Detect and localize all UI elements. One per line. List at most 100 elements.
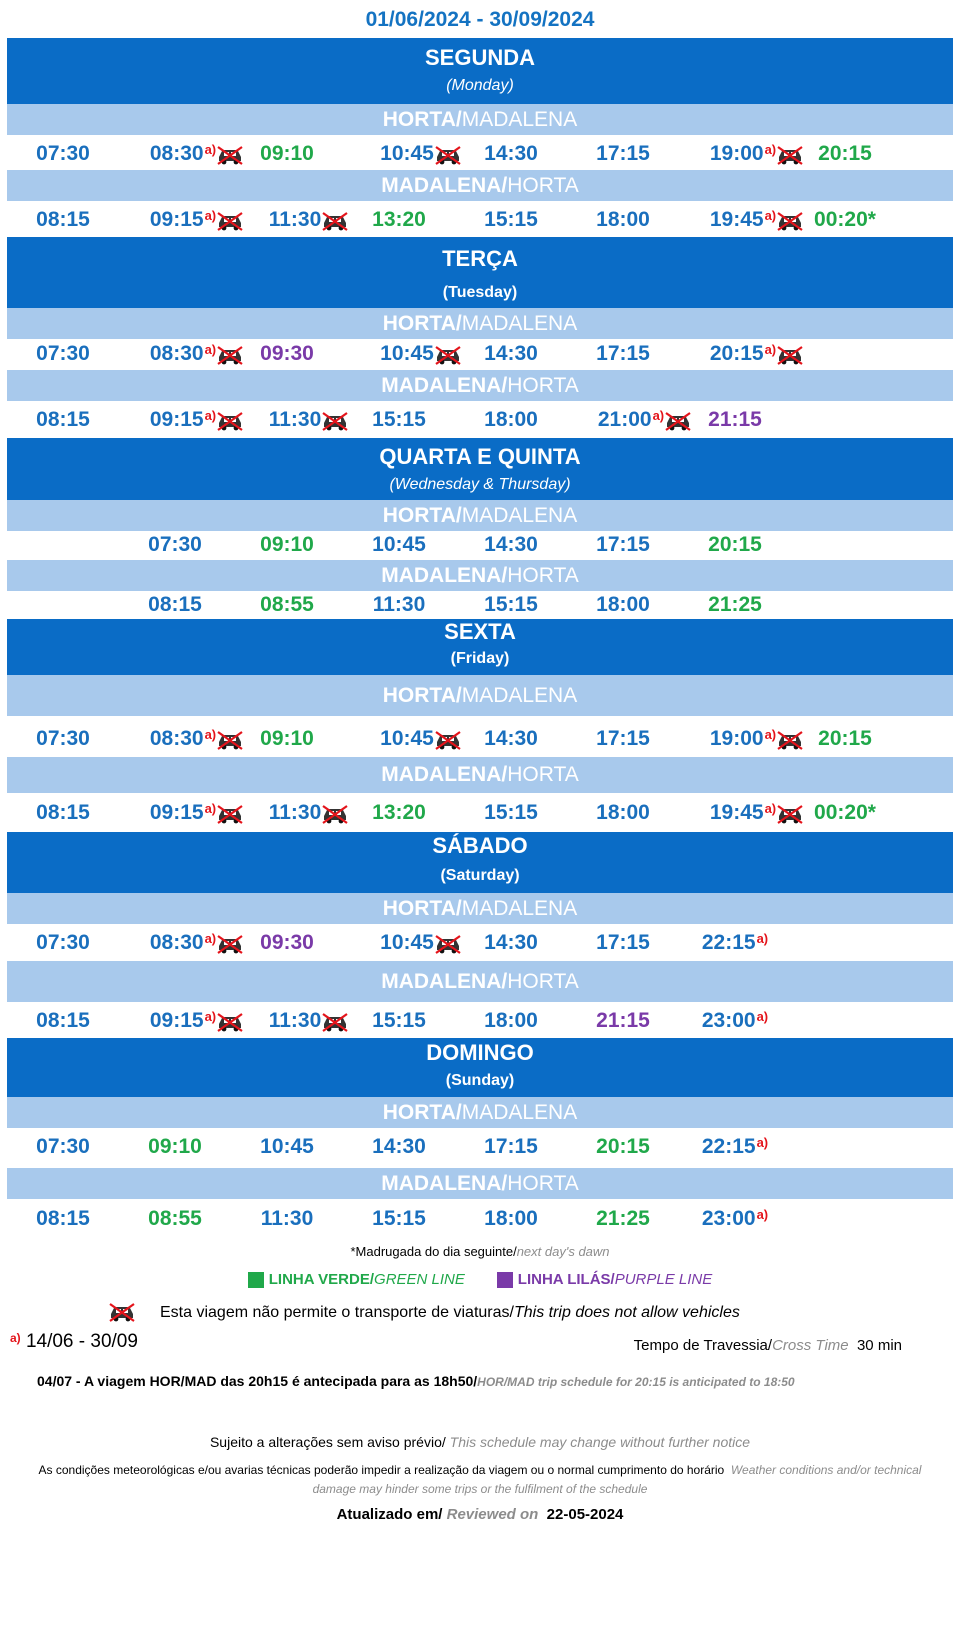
time-text: 09:30 xyxy=(260,342,314,365)
time-text: 13:20 xyxy=(372,208,426,231)
day-header: SEXTA (Friday) xyxy=(7,619,953,675)
route-from: MADALENA/ xyxy=(381,763,508,786)
time-text: 10:45 xyxy=(380,727,434,750)
legend-green: LINHA VERDE/GREEN LINE xyxy=(247,1271,465,1288)
departure-time: 09:30 xyxy=(228,926,346,960)
departure-time: 00:20* xyxy=(786,796,904,830)
departure-time: 13:20 xyxy=(340,796,458,830)
time-text: 17:15 xyxy=(596,342,650,365)
subject-en: This schedule may change without further… xyxy=(445,1434,751,1450)
departure-time: 09:10 xyxy=(116,1130,234,1164)
departure-time: 18:00 xyxy=(452,403,570,437)
time-text: 08:15 xyxy=(36,1009,90,1032)
time-text: 09:10 xyxy=(148,1135,202,1158)
departure-time: 09:15a) xyxy=(138,1004,256,1038)
day-name: SEGUNDA xyxy=(424,45,535,70)
departure-time: 07:30 xyxy=(116,528,234,562)
departure-time: 19:00a) xyxy=(698,137,816,171)
route-header: MADALENA/HORTA xyxy=(7,170,953,201)
special-note: 04/07 - A viagem HOR/MAD das 20h15 é ant… xyxy=(37,1373,795,1389)
timetable-row: 08:15 08:55 11:30 15:15 18:00 21:25 xyxy=(0,588,960,622)
subject-pt: Sujeito a alterações sem aviso prévio/ xyxy=(209,1434,446,1450)
departure-time: 22:15a) xyxy=(676,1130,794,1164)
time-text: 19:00 xyxy=(709,142,764,165)
no-vehicle-icon xyxy=(434,931,462,955)
day-header: QUARTA E QUINTA (Wednesday & Thursday) xyxy=(7,438,953,501)
route-to: HORTA xyxy=(507,174,579,197)
note-a-marker: a) xyxy=(764,208,777,223)
route-to: MADALENA xyxy=(461,504,578,527)
departure-time: 21:25 xyxy=(676,588,794,622)
note-a-marker: a) xyxy=(204,931,217,946)
route-header: HORTA/MADALENA xyxy=(7,500,953,531)
route-to: HORTA xyxy=(507,970,579,993)
time-text: 08:55 xyxy=(260,593,314,616)
time-text: 09:10 xyxy=(260,727,314,750)
departure-time: 08:15 xyxy=(4,796,122,830)
departure-time: 08:30a) xyxy=(138,722,256,756)
time-text: 19:45 xyxy=(709,801,764,824)
route-to: HORTA xyxy=(507,763,579,786)
time-text: 08:15 xyxy=(36,801,90,824)
note-a-marker: a) xyxy=(204,408,217,423)
time-text: 15:15 xyxy=(372,1009,426,1032)
departure-time: 20:15 xyxy=(564,1130,682,1164)
time-text: 15:15 xyxy=(484,208,538,231)
time-text: 21:00 xyxy=(597,408,652,431)
route-to: HORTA xyxy=(507,374,579,397)
route-to: HORTA xyxy=(507,1172,579,1195)
time-text: 21:25 xyxy=(708,593,762,616)
no-vehicle-icon xyxy=(321,1009,349,1033)
departure-time: 14:30 xyxy=(452,722,570,756)
day-subtitle: (Tuesday) xyxy=(442,284,518,301)
route-header: MADALENA/HORTA xyxy=(7,961,953,1002)
timetable-row: 07:30 08:30a) 09:10 10:45 14:30 17:15 19:00a) 2… xyxy=(0,722,960,756)
departure-time: 18:00 xyxy=(564,588,682,622)
departure-time: 18:00 xyxy=(564,203,682,237)
time-text: 17:15 xyxy=(484,1135,538,1158)
time-text: 15:15 xyxy=(484,593,538,616)
route-from: HORTA/ xyxy=(382,108,462,131)
departure-time: 14:30 xyxy=(452,137,570,171)
departure-time: 11:30 xyxy=(250,796,368,830)
time-text: 10:45 xyxy=(372,533,426,556)
departure-time: 17:15 xyxy=(564,337,682,371)
departure-time: 11:30 xyxy=(228,1202,346,1236)
time-text: 18:00 xyxy=(484,1207,538,1230)
time-text: 08:30 xyxy=(149,931,204,954)
time-text: 22:15 xyxy=(701,1135,756,1158)
no-vehicle-icon xyxy=(216,727,244,751)
cross-pt: Tempo de Travessia/ xyxy=(633,1337,773,1354)
day-subtitle: (Monday) xyxy=(446,77,514,94)
updated-date: 22-05-2024 xyxy=(546,1506,624,1523)
nocar-note-en: This trip does not allow vehicles xyxy=(513,1304,740,1321)
departure-time: 09:10 xyxy=(228,528,346,562)
departure-time: 22:15a) xyxy=(676,926,794,960)
time-text: 11:30 xyxy=(268,1009,322,1032)
time-text: 07:30 xyxy=(36,931,90,954)
time-text: 18:00 xyxy=(596,801,650,824)
note-a-marker: a) xyxy=(204,1009,217,1024)
note-a-marker: a) xyxy=(764,342,777,357)
departure-time: 10:45 xyxy=(362,137,480,171)
time-text: 15:15 xyxy=(372,1207,426,1230)
timetable-row: 08:15 09:15a) 11:30 15:15 18:00 21:15 23:00a) xyxy=(0,1004,960,1038)
time-text: 07:30 xyxy=(36,727,90,750)
departure-time: 08:15 xyxy=(4,1004,122,1038)
time-text: 14:30 xyxy=(484,727,538,750)
departure-time: 14:30 xyxy=(452,337,570,371)
route-header: HORTA/MADALENA xyxy=(7,675,953,716)
departure-time: 19:45a) xyxy=(698,796,816,830)
time-text: 10:45 xyxy=(380,342,434,365)
day-subtitle: (Saturday) xyxy=(440,867,520,884)
note-a-marker: a) xyxy=(756,1009,769,1024)
departure-time: 11:30 xyxy=(250,203,368,237)
no-vehicle-icon xyxy=(216,142,244,166)
time-text: 18:00 xyxy=(484,1009,538,1032)
route-to: HORTA xyxy=(507,564,579,587)
nocar-note-pt: Esta viagem não permite o transporte de … xyxy=(160,1304,514,1321)
period-title: 01/06/2024 - 30/09/2024 xyxy=(365,8,595,31)
cross-time: Tempo de Travessia/Cross Time 30 min xyxy=(634,1337,902,1354)
special-pt: 04/07 - A viagem HOR/MAD das 20h15 é ant… xyxy=(37,1373,478,1389)
time-text: 19:45 xyxy=(709,208,764,231)
